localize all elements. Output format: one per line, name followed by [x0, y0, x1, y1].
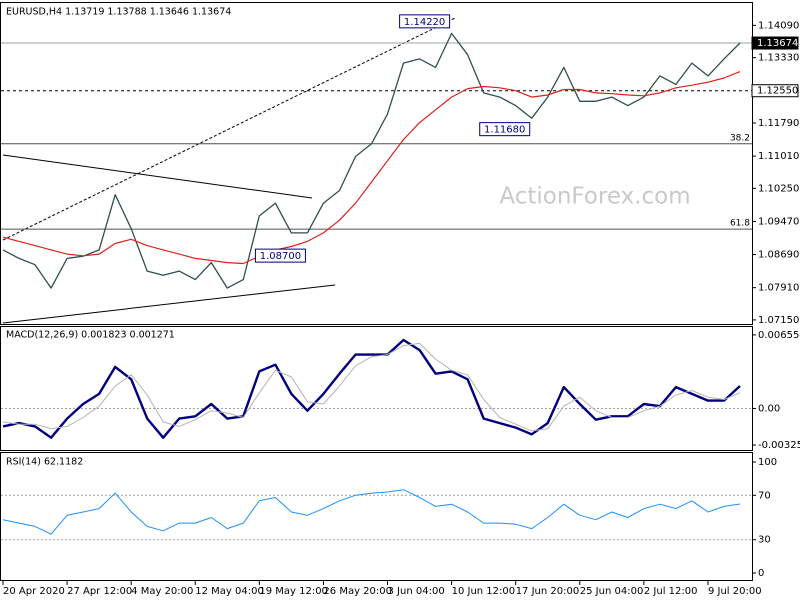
- x-tick-label: 27 Apr 12:00: [67, 586, 132, 597]
- y-tick-label: 1.10250: [758, 183, 799, 194]
- plot-layer: 20 Apr 2020 27 Apr 12:004 May 20:00 12 May…: [1, 7, 800, 597]
- x-tick-label: 17 Jun 20:00: [516, 586, 580, 597]
- panel-title: RSI(14) 62.1182: [6, 457, 83, 468]
- series-line: [2, 342, 741, 432]
- price-tag-box: [751, 36, 799, 50]
- y-tick-label: 100: [758, 457, 777, 468]
- y-tick-label: 1.07150: [758, 315, 799, 326]
- rsi-frame: [0, 452, 753, 581]
- panel-title: EURUSD,H4 1.13719 1.13788 1.13646 1.1367…: [6, 7, 231, 18]
- y-tick-label: 0: [758, 568, 764, 579]
- annotation-label: 1.11680: [484, 125, 525, 136]
- x-tick-label: 3 Jun 04:00: [388, 586, 445, 597]
- annotation-box: [399, 14, 451, 29]
- y-tick-label: 1.11010: [758, 151, 799, 162]
- y-tick-label: -0.003259: [758, 440, 800, 451]
- x-tick-label: 9 Jul 20:00: [708, 586, 762, 597]
- series-line: [2, 32, 741, 289]
- series-line: [2, 338, 741, 439]
- triangle-lower: [2, 284, 336, 324]
- y-tick-label: 1.13330: [758, 53, 799, 64]
- x-tick-label: 2 Jul 12:00: [644, 586, 698, 597]
- y-tick-label: 70: [758, 490, 771, 501]
- x-tick-label: 4 May 20:00: [131, 586, 193, 597]
- price-frame: [0, 2, 753, 325]
- fib-label: 38.2: [730, 133, 750, 143]
- macd-frame: [0, 326, 753, 451]
- y-tick-label: 1.09470: [758, 216, 799, 227]
- price-tag: 1.13674: [757, 38, 798, 49]
- annotation-label: 1.14220: [404, 17, 445, 28]
- panel-frames: [0, 2, 753, 581]
- y-tick-label: 1.07910: [758, 283, 799, 294]
- y-tick-label: 1.14090: [758, 20, 799, 31]
- y-tick-label: 30: [758, 535, 771, 546]
- x-tick-label: 19 May 12:00: [259, 586, 328, 597]
- trend-lines: [2, 17, 456, 324]
- x-tick-label: 10 Jun 12:00: [452, 586, 516, 597]
- y-tick-label: 1.11790: [758, 118, 799, 129]
- triangle-upper: [2, 154, 313, 199]
- series-line: [2, 489, 741, 535]
- watermark: ActionForex.com: [499, 184, 690, 210]
- y-tick-label: 0.006554: [758, 330, 800, 341]
- y-tick-label: 1.08690: [758, 250, 799, 261]
- panel-title: MACD(12,26,9) 0.001823 0.001271: [6, 330, 175, 341]
- fib-label: 61.8: [730, 219, 750, 229]
- annotation-box: [254, 248, 306, 263]
- series-line: [2, 71, 741, 265]
- x-tick-label: 26 May 20:00: [323, 586, 392, 597]
- annotation-label: 1.08700: [260, 251, 301, 262]
- channel-line: [2, 17, 456, 241]
- x-tick-label: 25 Jun 04:00: [580, 586, 644, 597]
- x-tick-label: 12 May 04:00: [195, 586, 264, 597]
- price-tag: 1.12550: [757, 86, 798, 97]
- y-tick-label: 0.00: [758, 403, 780, 414]
- x-tick-label: 20 Apr 2020: [3, 586, 65, 597]
- annotation-box: [479, 122, 531, 137]
- price-tag-box: [751, 84, 799, 98]
